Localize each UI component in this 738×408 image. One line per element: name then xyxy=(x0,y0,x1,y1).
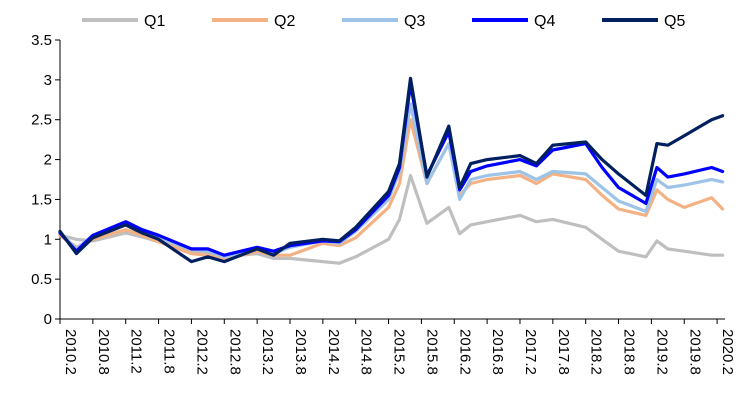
x-tick-label: 2015.8 xyxy=(423,329,440,375)
series-lines xyxy=(58,76,725,265)
y-tick-label: 0 xyxy=(44,311,52,328)
x-tick-label: 2011.2 xyxy=(128,329,145,374)
y-tick-label: 3.5 xyxy=(31,32,52,49)
x-tick-label: 2019.8 xyxy=(686,329,703,375)
x-tick-label: 2017.8 xyxy=(555,329,572,375)
x-tick-label: 2018.2 xyxy=(588,329,605,375)
legend: Q1 Q2 Q3 Q4 Q5 xyxy=(82,13,685,30)
x-tick-label: 2019.2 xyxy=(653,329,670,375)
y-axis: 0 0.5 1 1.5 2 2.5 3 3.5 xyxy=(31,32,61,328)
x-tick-label: 2017.2 xyxy=(522,329,539,375)
x-tick-label: 2012.2 xyxy=(193,329,210,375)
x-tick-label: 2010.8 xyxy=(95,329,112,375)
series-line-q4 xyxy=(58,82,725,257)
series-line-q5 xyxy=(58,76,725,264)
y-tick-label: 1.5 xyxy=(31,191,52,208)
legend-label-q3: Q3 xyxy=(404,13,425,30)
x-tick-label: 2012.8 xyxy=(226,329,243,375)
y-tick-label: 0.5 xyxy=(31,271,52,288)
y-tick-label: 1 xyxy=(44,231,52,248)
series-line-q1 xyxy=(58,173,725,265)
x-tick-label: 2020.2 xyxy=(719,329,736,375)
x-tick-label: 2013.2 xyxy=(259,329,276,375)
x-tick-label: 2011.8 xyxy=(161,329,178,374)
legend-label-q5: Q5 xyxy=(664,13,685,30)
x-tick-label: 2018.8 xyxy=(621,329,638,375)
y-tick-label: 3 xyxy=(44,72,52,89)
x-tick-label: 2016.8 xyxy=(489,329,506,375)
legend-label-q1: Q1 xyxy=(144,13,165,30)
x-tick-label: 2014.2 xyxy=(325,329,342,375)
series-line-q2 xyxy=(58,118,725,262)
y-tick-label: 2.5 xyxy=(31,112,52,129)
legend-label-q4: Q4 xyxy=(534,13,555,30)
x-tick-label: 2014.8 xyxy=(358,329,375,375)
x-axis: 2010.2 2010.8 2011.2 2011.8 2012.2 2012.8 2013… xyxy=(59,318,736,375)
x-tick-label: 2010.2 xyxy=(62,329,79,375)
x-tick-label: 2015.2 xyxy=(391,329,408,375)
y-tick-label: 2 xyxy=(44,152,52,169)
x-tick-label: 2016.2 xyxy=(456,329,473,375)
x-tick-label: 2013.8 xyxy=(292,329,309,375)
legend-label-q2: Q2 xyxy=(274,13,295,30)
